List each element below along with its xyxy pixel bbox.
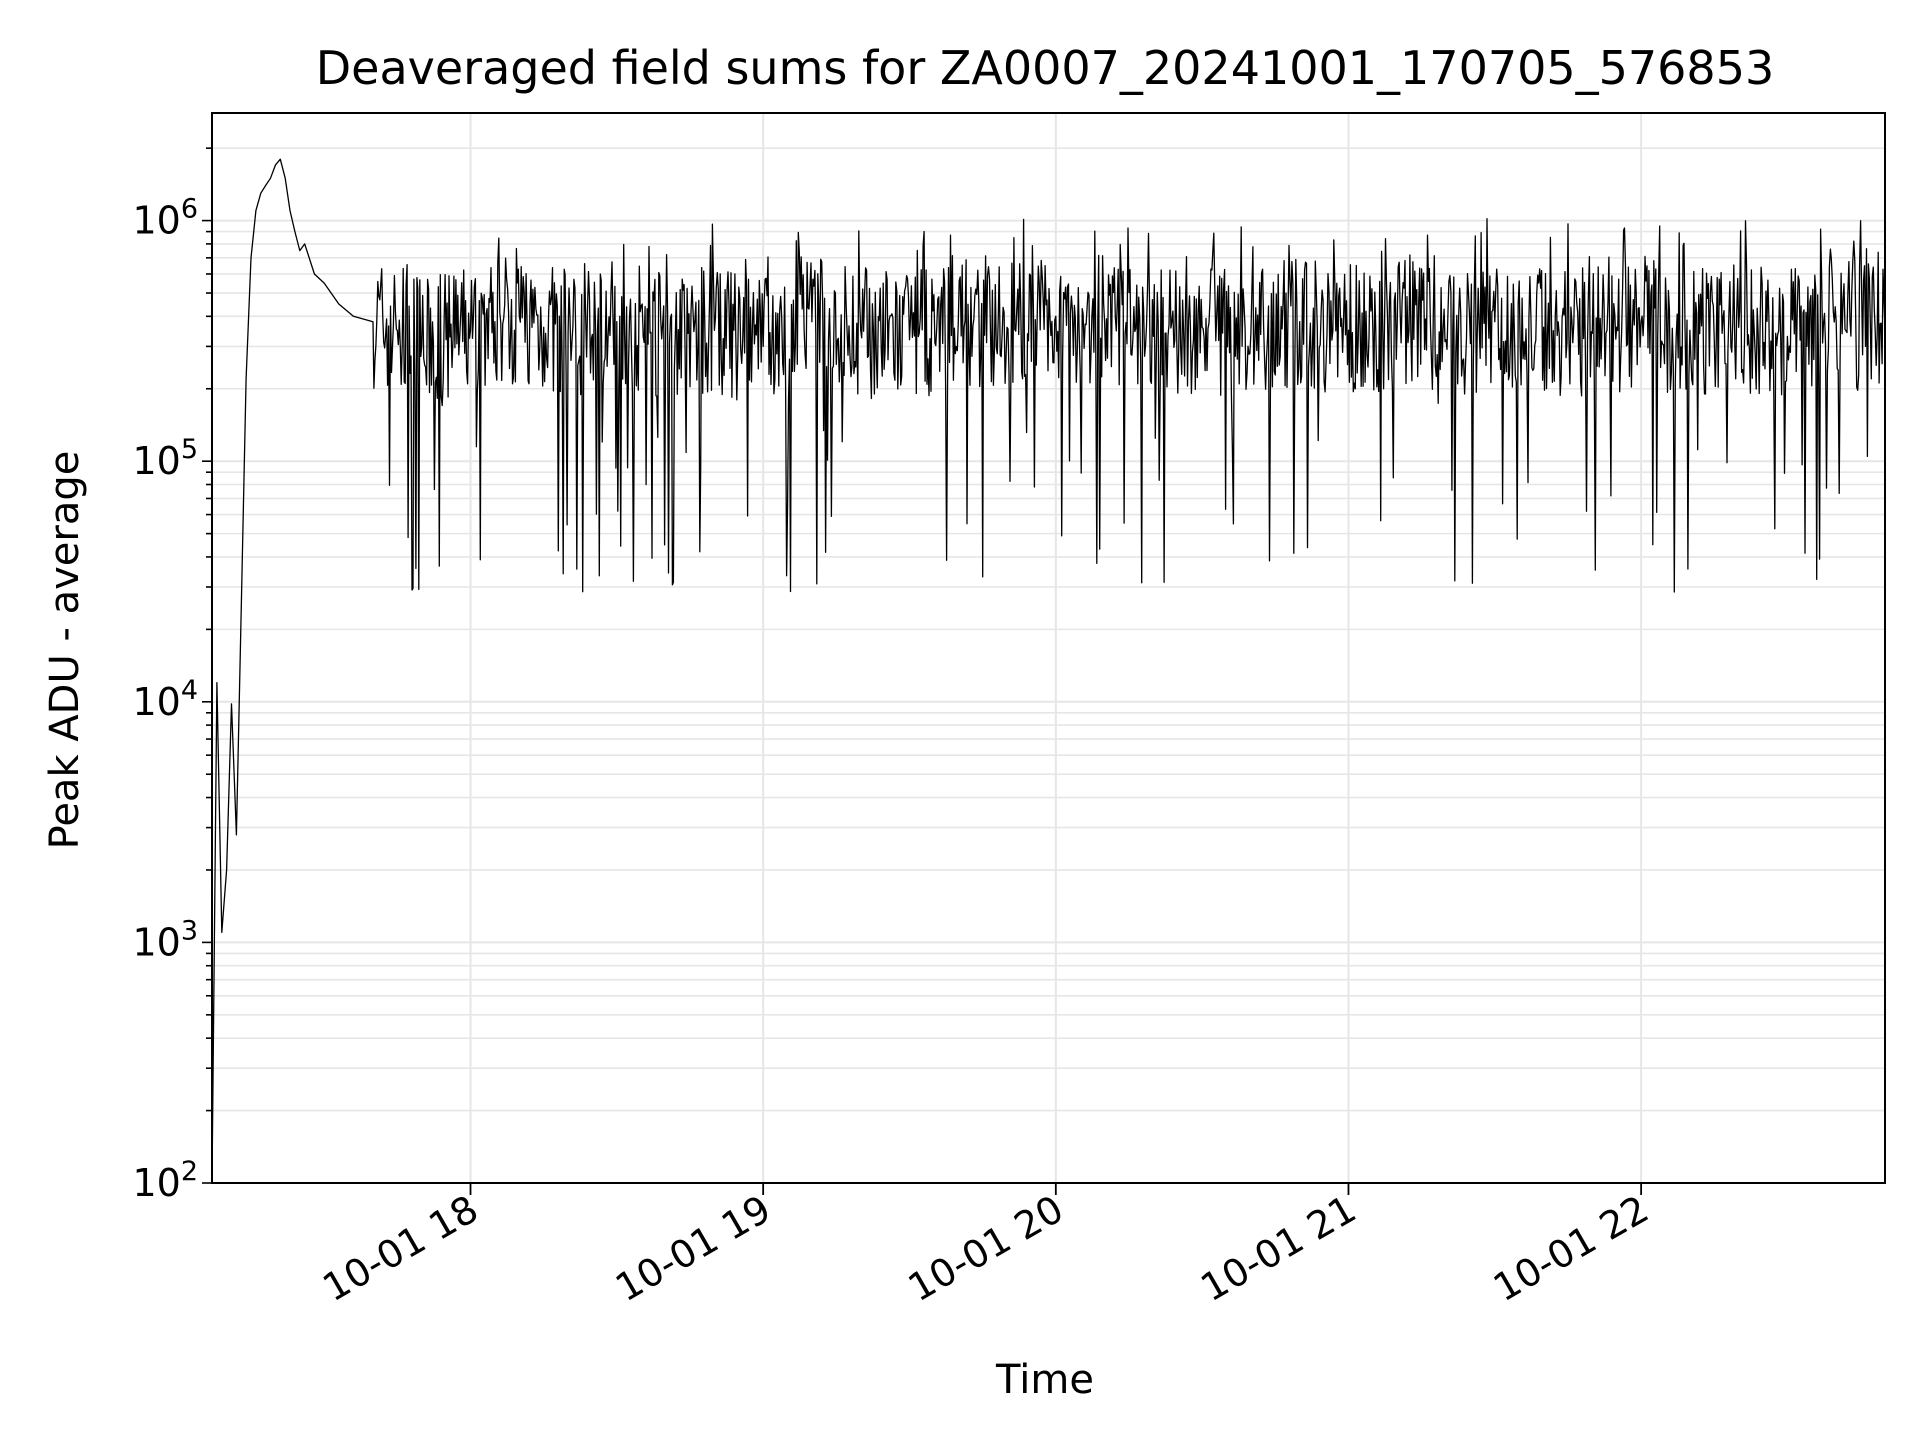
x-axis-label: Time (995, 1357, 1094, 1403)
y-axis-label: Peak ADU - average (42, 451, 88, 850)
y-tick-label: 106 (132, 194, 198, 243)
series-line (211, 158, 1886, 1184)
y-tick-label: 103 (132, 915, 198, 964)
data-layer (211, 158, 1886, 1184)
y-tick-label: 105 (132, 434, 198, 483)
grid-lines (212, 113, 1885, 1184)
plot-frame (211, 112, 1886, 1184)
y-tick-label: 104 (132, 675, 198, 724)
y-tick-label: 102 (132, 1156, 198, 1205)
chart-title: Deaveraged field sums for ZA0007_2024100… (316, 41, 1775, 95)
